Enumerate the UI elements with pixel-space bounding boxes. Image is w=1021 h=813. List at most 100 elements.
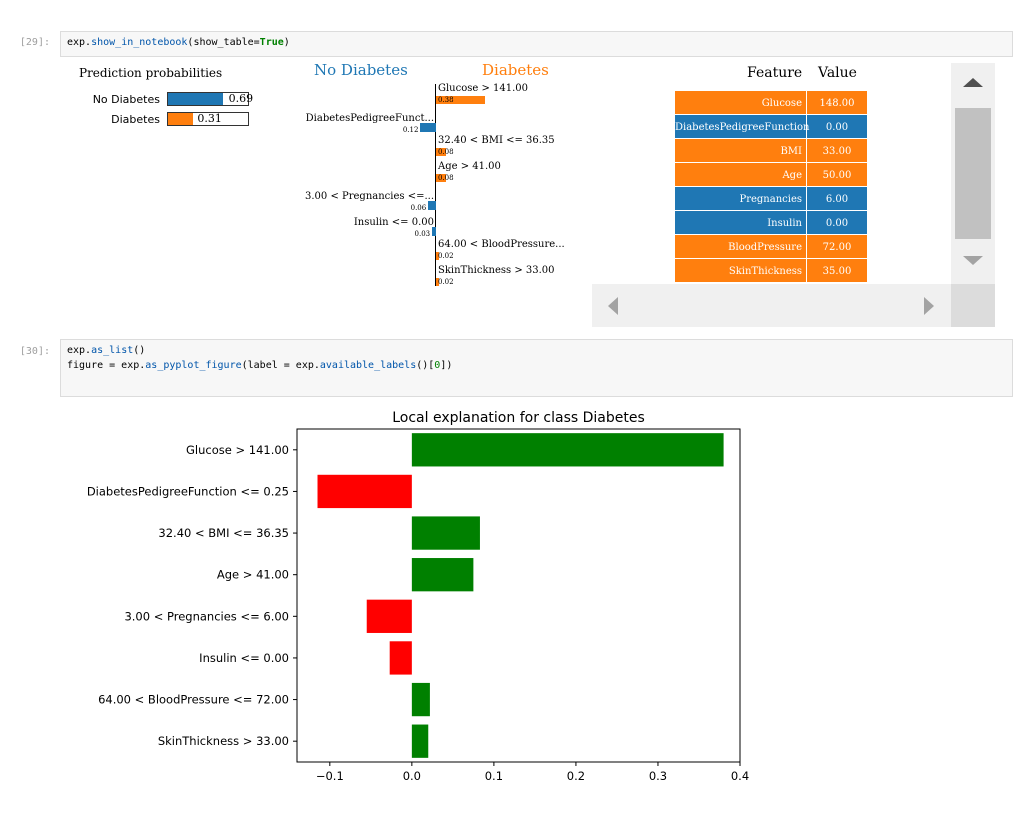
code-token-function: show_in_notebook [91, 37, 187, 48]
horizontal-scrollbar[interactable] [592, 284, 951, 327]
lime-feature-weight: 0.03 [415, 230, 431, 238]
table-row: BloodPressure 72.00 [675, 235, 867, 259]
chart-bar [412, 725, 428, 758]
table-header-value: Value [818, 65, 857, 81]
table-cell-feature: Glucose [762, 98, 802, 109]
lime-feature-label: Glucose > 141.00 [438, 83, 528, 94]
chart-ytick-label: DiabetesPedigreeFunction <= 0.25 [87, 484, 289, 498]
table-cell-value: 50.00 [823, 170, 852, 181]
table-cell-value: 33.00 [823, 146, 852, 157]
lime-feature-label: DiabetesPedigreeFunct... [306, 113, 434, 124]
code-token: (show_table= [187, 37, 259, 48]
prediction-value: 0.31 [197, 112, 222, 125]
scroll-up-arrow-icon[interactable] [963, 78, 983, 87]
chart-ytick-label: 3.00 < Pregnancies <= 6.00 [124, 609, 289, 623]
chart-bar [318, 475, 412, 508]
class-label-no-diabetes: No Diabetes [314, 61, 408, 79]
lime-feature-weight: 0.08 [438, 174, 454, 182]
lime-feature-weight: 0.08 [438, 148, 454, 156]
prediction-bar-frame: 0.69 [167, 92, 249, 106]
table-cell-value: 6.00 [826, 194, 848, 205]
class-label-diabetes: Diabetes [482, 61, 549, 79]
prediction-value: 0.69 [229, 92, 254, 105]
chart-ytick-label: Age > 41.00 [217, 568, 289, 582]
chart-title: Local explanation for class Diabetes [392, 410, 645, 426]
chart-xtick-label: 0.4 [731, 769, 749, 783]
table-cell-value: 35.00 [823, 266, 852, 277]
lime-feature-weight: 0.02 [438, 278, 454, 286]
lime-feature-bar [432, 227, 436, 236]
chart-bar [390, 641, 412, 674]
lime-feature-weight: 0.02 [438, 252, 454, 260]
prediction-label: No Diabetes [60, 93, 160, 106]
code-token: ]) [440, 360, 452, 371]
scroll-down-arrow-icon[interactable] [963, 256, 983, 265]
table-cell-feature: SkinThickness [729, 266, 802, 277]
code-token-function: available_labels [320, 360, 416, 371]
code-token: (label = exp. [242, 360, 320, 371]
code-token: figure = exp. [67, 360, 145, 371]
code-token: exp. [67, 345, 91, 356]
table-cell-feature: Insulin [767, 218, 802, 229]
code-cell-29[interactable]: exp.show_in_notebook(show_table=True) [60, 31, 1013, 57]
code-token-keyword: True [260, 37, 284, 48]
table-row: Age 50.00 [675, 163, 867, 187]
lime-feature-label: 3.00 < Pregnancies <=... [305, 191, 434, 202]
table-cell-value: 72.00 [823, 242, 852, 253]
chart-ytick-label: 64.00 < BloodPressure <= 72.00 [98, 693, 289, 707]
code-token: () [133, 345, 145, 356]
code-cell-30[interactable]: exp.as_list() figure = exp.as_pyplot_fig… [60, 339, 1013, 397]
lime-feature-label: SkinThickness > 33.00 [438, 265, 555, 276]
chart-bar [367, 600, 412, 633]
vertical-scroll-thumb[interactable] [955, 108, 991, 239]
table-row: SkinThickness 35.00 [675, 259, 867, 283]
code-token: ()[ [416, 360, 434, 371]
chart-bar [412, 433, 724, 466]
cell-prompt-29: [29]: [10, 37, 50, 48]
lime-feature-weight: 0.06 [411, 204, 427, 212]
lime-feature-label: Age > 41.00 [438, 161, 501, 172]
table-cell-feature: Pregnancies [739, 194, 802, 205]
prediction-bar-frame: 0.31 [167, 112, 249, 126]
chart-ytick-label: SkinThickness > 33.00 [158, 734, 289, 748]
table-row: Pregnancies 6.00 [675, 187, 867, 211]
code-token: ) [284, 37, 290, 48]
table-cell-value: 0.00 [826, 218, 848, 229]
table-row: Insulin 0.00 [675, 211, 867, 235]
chart-ytick-label: Glucose > 141.00 [186, 443, 289, 457]
table-cell-value: 0.00 [826, 122, 848, 133]
code-token-function: as_pyplot_figure [145, 360, 241, 371]
chart-xtick-label: 0.3 [649, 769, 667, 783]
prediction-bar-fill [168, 113, 193, 125]
vertical-scrollbar[interactable] [951, 63, 995, 284]
lime-feature-weight: 0.12 [403, 126, 419, 134]
table-row: Glucose 148.00 [675, 91, 867, 115]
prediction-probabilities-title: Prediction probabilities [79, 66, 222, 80]
scrollbar-corner [951, 284, 995, 327]
table-cell-feature: BMI [780, 146, 802, 157]
lime-feature-bar [420, 123, 436, 132]
lime-feature-label: 64.00 < BloodPressure... [438, 239, 565, 250]
table-cell-value: 148.00 [820, 98, 855, 109]
prediction-bar-fill [168, 93, 223, 105]
chart-xtick-label: 0.1 [485, 769, 503, 783]
code-token: exp. [67, 37, 91, 48]
table-row: BMI 33.00 [675, 139, 867, 163]
chart-bar [412, 683, 430, 716]
lime-feature-bar [428, 201, 436, 210]
table-cell-feature: Age [782, 170, 802, 181]
code-token-function: as_list [91, 345, 133, 356]
table-cell-feature: BloodPressure [728, 242, 802, 253]
chart-xtick-label: −0.1 [316, 769, 344, 783]
chart-ytick-label: Insulin <= 0.00 [199, 651, 289, 665]
table-header-feature: Feature [747, 65, 802, 81]
scroll-left-arrow-icon[interactable] [608, 297, 618, 315]
chart-bar [412, 516, 480, 549]
cell-prompt-30: [30]: [10, 346, 50, 357]
chart-xtick-label: 0.2 [567, 769, 585, 783]
local-explanation-chart: Local explanation for class Diabetes Gluc… [0, 400, 1021, 800]
chart-bar [412, 558, 474, 591]
chart-xtick-label: 0.0 [403, 769, 421, 783]
lime-feature-weight: 0.38 [438, 96, 454, 104]
scroll-right-arrow-icon[interactable] [924, 297, 934, 315]
